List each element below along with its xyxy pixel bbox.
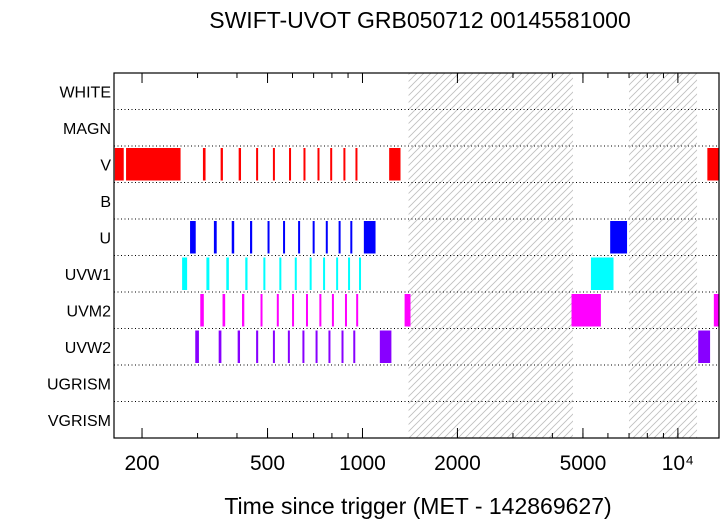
exposure-bar-u — [298, 221, 301, 254]
exposure-bar-uvm2 — [356, 294, 359, 327]
exposure-bar-uvw1 — [294, 257, 297, 290]
x-axis-ticks: 200 500 1000 2000 5000 10⁴ — [124, 73, 694, 475]
filter-row-separators — [114, 109, 719, 402]
exposure-bar-v — [343, 148, 346, 181]
filter-label-u: U — [99, 230, 111, 247]
exposure-bar-uvw2 — [315, 330, 318, 363]
exposure-bar-uvw2 — [302, 330, 305, 363]
filter-label-ugrism: UGRISM — [47, 376, 111, 393]
exposure-bar-v — [303, 148, 306, 181]
exposure-bar-uvm2 — [404, 294, 411, 327]
x-tick-label: 1000 — [339, 452, 386, 475]
exposure-bar-uvm2 — [200, 294, 204, 327]
exposure-bar-uvw2 — [287, 330, 290, 363]
filter-label-uvw1: UVW1 — [65, 267, 111, 284]
exposure-bar-uvw1 — [336, 257, 339, 290]
exposure-bar-uvw2 — [218, 330, 222, 363]
exposure-bar-u — [231, 221, 235, 254]
exposure-bar-uvw1 — [226, 257, 229, 290]
exposure-bars — [114, 148, 719, 363]
gap-region-2 — [629, 73, 698, 438]
exposure-bar-v — [389, 148, 401, 181]
exposure-bar-u — [363, 221, 376, 254]
exposure-bar-v — [707, 148, 719, 181]
x-tick-label: 10⁴ — [662, 452, 694, 475]
filter-label-uvm2: UVM2 — [67, 303, 112, 320]
filter-label-v: V — [100, 157, 111, 174]
filter-labels: WHITE MAGN V B U UVW1 UVM2 UVW2 UGRISM VGRISM — [47, 84, 111, 430]
exposure-bar-uvw1 — [263, 257, 266, 290]
exposure-bar-uvw1 — [348, 257, 351, 290]
exposure-bar-uvm2 — [305, 294, 308, 327]
x-tick-label: 5000 — [560, 452, 607, 475]
x-tick-label: 500 — [250, 452, 285, 475]
exposure-bar-uvm2 — [276, 294, 279, 327]
exposure-bar-u — [312, 221, 315, 254]
exposure-bar-uvm2 — [260, 294, 263, 327]
exposure-bar-uvw1 — [245, 257, 248, 290]
exposure-bar-uvm2 — [571, 294, 601, 327]
exposure-bar-uvw1 — [182, 257, 188, 290]
exposure-bar-u — [267, 221, 270, 254]
exposure-bar-uvw2 — [195, 330, 199, 363]
exposure-bar-uvw2 — [328, 330, 331, 363]
filter-label-white: WHITE — [59, 84, 111, 101]
exposure-bar-uvw2 — [698, 330, 711, 363]
exposure-bar-u — [350, 221, 353, 254]
exposure-bar-v — [126, 148, 181, 181]
exposure-bar-uvw2 — [379, 330, 392, 363]
gap-region-1 — [408, 73, 574, 438]
exposure-bar-uvw2 — [341, 330, 344, 363]
exposure-bar-uvm2 — [319, 294, 322, 327]
exposure-bar-u — [250, 221, 253, 254]
exposure-bar-u — [325, 221, 328, 254]
exposure-bar-uvw1 — [359, 257, 362, 290]
filter-label-magn: MAGN — [63, 121, 111, 138]
exposure-bar-v — [272, 148, 275, 181]
exposure-bar-u — [283, 221, 286, 254]
exposure-bar-uvw1 — [279, 257, 282, 290]
exposure-bar-v — [114, 148, 124, 181]
exposure-bar-v — [289, 148, 292, 181]
exposure-bar-uvm2 — [331, 294, 334, 327]
filter-label-b: B — [100, 194, 111, 211]
exposure-bar-u — [213, 221, 217, 254]
exposure-bar-v — [330, 148, 333, 181]
x-tick-label: 200 — [124, 452, 159, 475]
exposure-bar-uvw1 — [206, 257, 210, 290]
exposure-bar-uvm2 — [713, 294, 719, 327]
exposure-bar-uvw1 — [309, 257, 312, 290]
exposure-bar-uvw1 — [323, 257, 326, 290]
exposure-bar-v — [220, 148, 223, 181]
plot-frame — [113, 72, 720, 439]
exposure-bar-v — [355, 148, 358, 181]
x-tick-label: 2000 — [434, 452, 481, 475]
exposure-bar-uvw1 — [590, 257, 614, 290]
exposure-bar-u — [610, 221, 628, 254]
exposure-bar-uvw2 — [237, 330, 241, 363]
chart-title: SWIFT-UVOT GRB050712 00145581000 — [209, 7, 630, 33]
exposure-bar-uvw2 — [272, 330, 275, 363]
exposure-bar-uvm2 — [242, 294, 245, 327]
exposure-bar-uvm2 — [292, 294, 295, 327]
exposure-bar-uvm2 — [344, 294, 347, 327]
exposure-bar-v — [238, 148, 242, 181]
exposure-bar-uvw2 — [256, 330, 259, 363]
observation-gaps — [408, 73, 698, 438]
x-axis-label: Time since trigger (MET - 142869627) — [224, 493, 611, 519]
exposure-bar-v — [256, 148, 259, 181]
exposure-bar-u — [338, 221, 341, 254]
exposure-bar-u — [190, 221, 196, 254]
exposure-bar-v — [317, 148, 320, 181]
exposure-bar-v — [202, 148, 206, 181]
exposure-bar-uvm2 — [222, 294, 226, 327]
exposure-bar-uvw2 — [353, 330, 356, 363]
filter-label-uvw2: UVW2 — [65, 340, 111, 357]
filter-label-vgrism: VGRISM — [48, 413, 111, 430]
